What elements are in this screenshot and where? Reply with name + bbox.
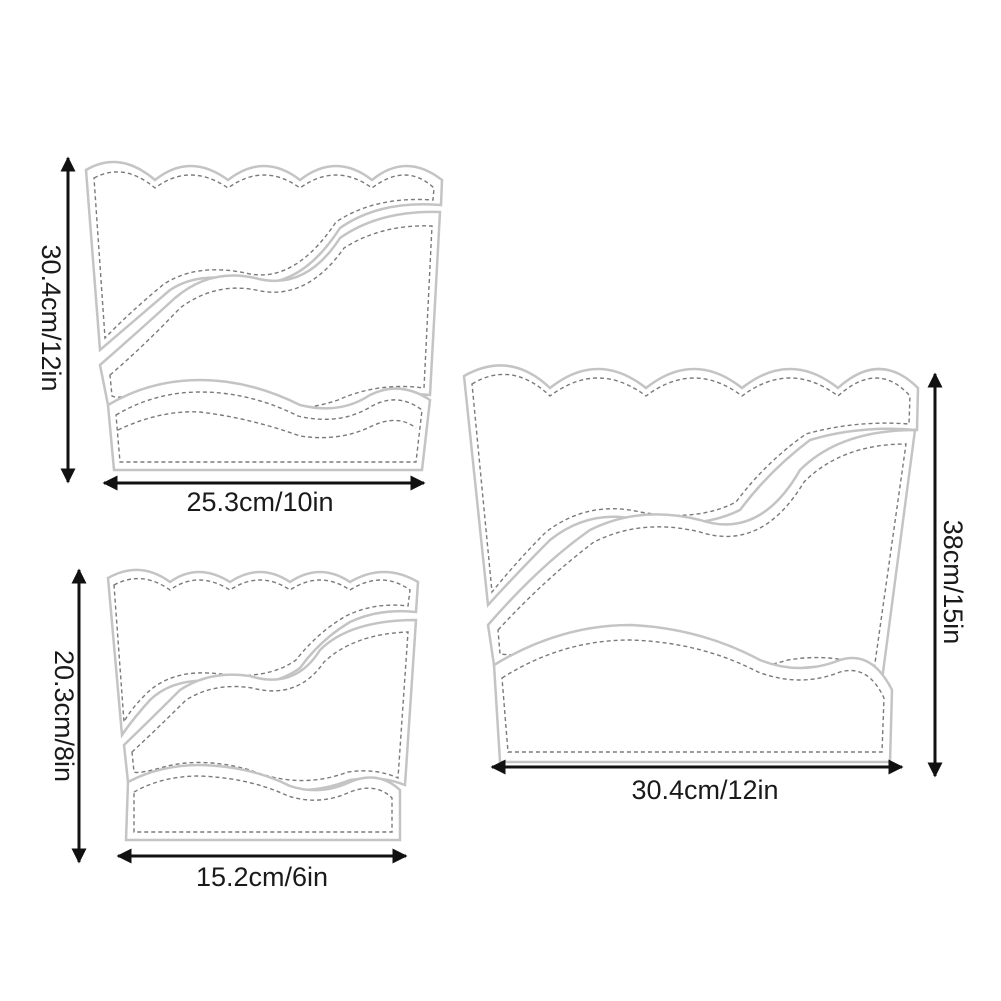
medium-die-piece [84,160,444,472]
medium-upper-panel [84,160,444,353]
large-die-piece [462,364,920,764]
large-height-label: 38cm/15in [938,520,968,645]
medium-bottom-panel [106,378,432,472]
large-upper-panel [462,364,920,608]
small-height-label: 20.3cm/8in [49,650,79,782]
small-die-piece [106,568,420,842]
medium-width-label: 25.3cm/10in [186,487,333,517]
large-bottom-panel [492,623,894,764]
large-width-label: 30.4cm/12in [631,775,778,805]
medium-height-label: 30.4cm/12in [36,244,66,391]
small-width-label: 15.2cm/6in [196,862,328,892]
small-bottom-panel [124,763,402,842]
